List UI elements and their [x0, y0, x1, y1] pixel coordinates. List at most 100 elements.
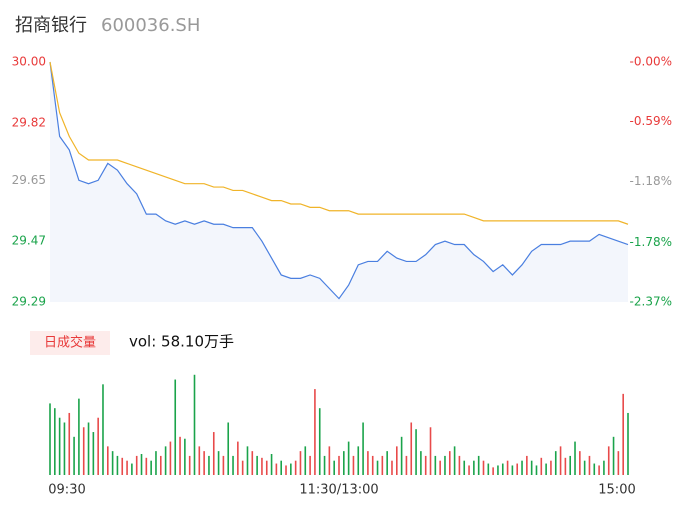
volume-bar	[612, 436, 615, 475]
volume-bar	[318, 408, 321, 475]
volume-bar	[352, 455, 355, 475]
y2-tick-label: -1.18%	[630, 174, 672, 188]
volume-bar	[381, 455, 384, 475]
volume-bar	[58, 417, 61, 475]
volume-bar	[501, 463, 504, 475]
volume-bar	[429, 427, 432, 475]
volume-bar	[87, 422, 90, 475]
y-tick-label: 29.29	[12, 295, 46, 309]
volume-button[interactable]: 日成交量	[44, 335, 96, 351]
volume-bar	[275, 463, 278, 475]
volume-bar	[554, 451, 557, 475]
volume-bar	[179, 436, 181, 475]
volume-bar	[116, 455, 119, 475]
volume-bar	[434, 455, 437, 475]
volume-bar	[107, 446, 109, 475]
volume-bar	[63, 422, 66, 475]
volume-bar	[333, 460, 335, 475]
volume-bar	[347, 441, 350, 475]
volume-bar	[415, 429, 417, 475]
y2-tick-label: -0.59%	[630, 114, 672, 128]
volume-button-bg[interactable]	[30, 331, 110, 355]
volume-bar	[97, 417, 99, 475]
volume-bar	[256, 455, 258, 475]
volume-bar	[338, 455, 340, 475]
price-line	[49, 61, 629, 225]
volume-bar	[386, 451, 388, 475]
x-tick-label: 09:30	[48, 483, 85, 498]
volume-bar	[607, 446, 610, 475]
volume-bar	[391, 460, 393, 475]
volume-bar	[424, 455, 427, 475]
volume-text: vol: 58.10万手	[129, 333, 234, 351]
volume-bar	[400, 436, 403, 475]
volume-bar	[237, 441, 239, 475]
volume-bar	[102, 384, 104, 475]
volume-bar	[482, 460, 485, 475]
volume-bar	[131, 463, 133, 475]
volume-bar	[579, 451, 581, 475]
volume-bar	[49, 403, 51, 475]
volume-bar	[511, 465, 514, 475]
volume-bar	[521, 460, 523, 475]
volume-bar	[564, 457, 567, 475]
volume-bar	[222, 455, 225, 475]
volume-bar	[135, 455, 138, 475]
volume-bar	[603, 460, 605, 475]
volume-bar	[448, 451, 451, 475]
volume-bar	[569, 455, 571, 475]
volume-bar	[280, 460, 282, 475]
volume-bar	[593, 463, 596, 475]
volume-bar	[111, 451, 114, 475]
volume-bar	[227, 422, 230, 475]
volume-bar	[506, 460, 509, 475]
volume-bar	[497, 465, 499, 475]
stock-code: 600036.SH	[101, 15, 200, 36]
y-tick-label: 30.00	[12, 55, 46, 69]
volume-bar	[121, 457, 124, 475]
volume-bar	[174, 379, 177, 475]
volume-bar	[150, 460, 152, 475]
price-line	[49, 61, 629, 300]
volume-bar	[559, 446, 562, 475]
volume-bar	[299, 451, 302, 475]
volume-bar	[304, 446, 307, 475]
volume-bar	[492, 467, 494, 475]
volume-bar	[463, 460, 466, 475]
volume-bar	[516, 463, 519, 475]
volume-bar	[550, 460, 552, 475]
y-tick-label: 29.65	[12, 173, 46, 187]
volume-bar	[126, 460, 128, 475]
volume-bar	[453, 446, 456, 475]
volume-bar	[526, 455, 528, 475]
volume-bar	[540, 457, 543, 475]
volume-bar	[198, 446, 201, 475]
volume-bar	[598, 465, 600, 475]
y2-tick-label: -0.00%	[630, 55, 672, 69]
volume-bar	[376, 460, 379, 475]
volume-bar	[232, 455, 234, 475]
volume-bar	[617, 451, 620, 475]
volume-bar	[246, 446, 249, 475]
volume-bar	[54, 408, 56, 475]
volume-bar	[530, 460, 533, 475]
volume-bar	[193, 374, 196, 475]
y2-tick-label: -1.78%	[630, 235, 672, 249]
volume-bar	[477, 455, 480, 475]
volume-bar	[583, 460, 586, 475]
volume-bar	[314, 389, 316, 475]
volume-bar	[169, 441, 172, 475]
volume-bar	[270, 454, 273, 475]
volume-bar	[535, 465, 538, 475]
volume-bar	[294, 460, 297, 475]
price-area	[50, 62, 628, 302]
y2-tick-label: -2.37%	[630, 295, 672, 309]
volume-bar	[265, 460, 268, 475]
volume-bar	[92, 432, 95, 475]
volume-bar	[328, 446, 331, 475]
volume-bar	[371, 455, 374, 475]
volume-bar	[444, 455, 446, 475]
volume-bar	[309, 455, 311, 475]
volume-bar	[241, 460, 244, 475]
